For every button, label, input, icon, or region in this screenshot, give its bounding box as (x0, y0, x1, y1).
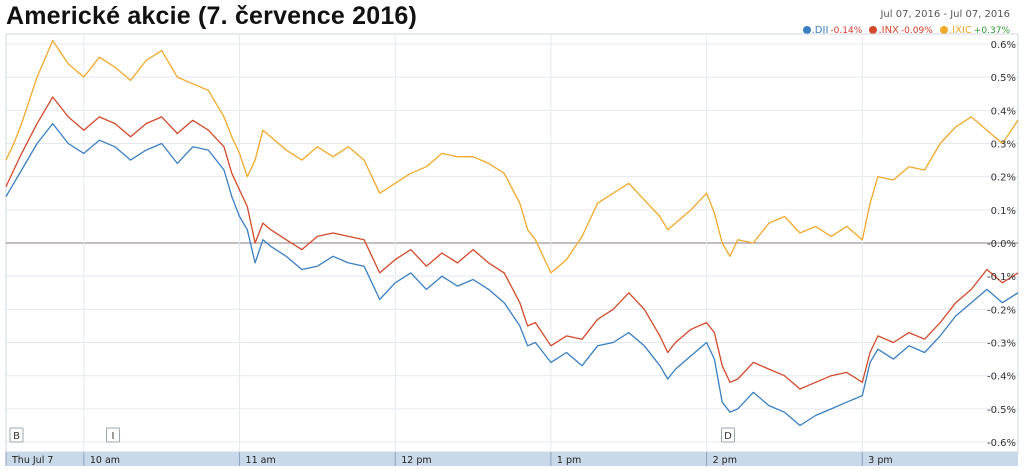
y-tick-label: 0.1% (991, 206, 1016, 217)
x-tick-label: 2 pm (713, 455, 737, 466)
y-tick-label: -0.3% (987, 339, 1016, 350)
legend-symbol: .DJI (811, 25, 829, 36)
series-layer (5, 39, 1019, 427)
y-tick-label: 0.3% (991, 139, 1016, 150)
event-marker-box (9, 427, 24, 443)
x-tick-label: Thu Jul 7 (11, 455, 53, 466)
x-tick-label: 12 pm (401, 455, 431, 466)
legend-symbol: .INX (878, 25, 899, 36)
y-tick-label: 0.5% (991, 73, 1016, 84)
y-tick-label: -0.6% (987, 438, 1016, 449)
event-marker-box (721, 427, 736, 443)
y-tick-label: 0.2% (991, 173, 1016, 184)
date-range[interactable]: Jul 07, 2016 - Jul 07, 2016 (880, 9, 1010, 20)
y-tick-label: -0.2% (987, 305, 1016, 316)
y-tick-label: -0.0% (987, 239, 1016, 250)
chart-title: Americké akcie (7. července 2016) (6, 2, 418, 30)
event-marker-box (106, 427, 121, 443)
x-axis-band (6, 452, 1018, 466)
legend-item-ixic[interactable]: .IXIC +0.37% (939, 25, 1010, 36)
legend-dot-icon (939, 26, 948, 34)
y-tick-label: -0.5% (987, 405, 1016, 416)
series-line-inx (5, 96, 1019, 390)
legend: .DJI -0.14% .INX -0.09% .IXIC +0.37% (799, 25, 1010, 36)
legend-change: -0.09% (900, 26, 933, 36)
y-tick-label: 0.4% (991, 106, 1016, 117)
legend-dot-icon (802, 26, 811, 34)
gridlines (6, 34, 1018, 452)
series-line-ixic (5, 39, 1019, 274)
y-tick-label: -0.1% (987, 272, 1016, 283)
y-tick-label: -0.4% (987, 372, 1016, 383)
x-tick-label: 1 pm (557, 455, 581, 466)
legend-item-inx[interactable]: .INX -0.09% (869, 25, 936, 36)
x-tick-label: 10 am (90, 455, 120, 466)
legend-item-dji[interactable]: .DJI -0.14% (802, 25, 866, 36)
y-axis: 0.6% 0.5% 0.4% 0.3% 0.2% 0.1% -0.0% -0.1% -0.2% -… (987, 40, 1016, 449)
event-marker-label: B (13, 431, 20, 442)
x-tick-label: 3 pm (868, 455, 892, 466)
series-line-dji (5, 122, 1019, 427)
legend-change: -0.14% (830, 26, 863, 36)
legend-symbol: .IXIC (948, 25, 972, 36)
event-marker-label: D (724, 431, 732, 442)
legend-change: +0.37% (973, 26, 1010, 36)
legend-dot-icon (869, 26, 878, 34)
x-axis: Thu Jul 7 10 am 11 am 12 pm 1 pm 2 pm 3 pm (5, 452, 893, 466)
x-tick-label: 11 am (246, 455, 276, 466)
event-marker-label: I (112, 431, 115, 442)
y-tick-label: 0.6% (991, 40, 1016, 51)
